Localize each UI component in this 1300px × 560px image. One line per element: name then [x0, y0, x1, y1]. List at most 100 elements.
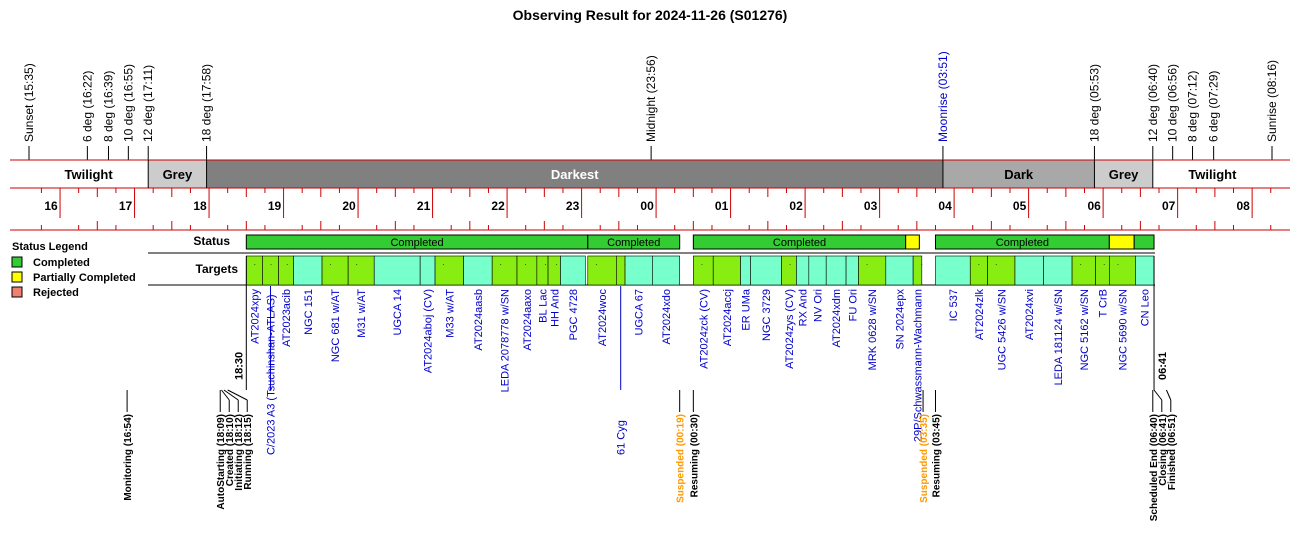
event-leader — [221, 389, 230, 401]
target-name-label: AT2024accj — [722, 289, 734, 346]
target-block — [624, 255, 653, 286]
target-mark: ˙ — [330, 263, 333, 273]
sky-band — [1152, 160, 1272, 188]
target-name-label: CN Leo — [1140, 289, 1152, 326]
chart-title: Observing Result for 2024-11-26 (S01276) — [513, 7, 788, 23]
target-block — [321, 255, 349, 286]
status-block-label: Completed — [996, 237, 1049, 249]
target-mark: ˙ — [921, 263, 924, 273]
legend-swatch — [11, 286, 23, 298]
sky-band — [942, 160, 1095, 188]
end-time-label: 06:41 — [1157, 352, 1169, 380]
event-label: Created (18:10) — [225, 414, 236, 486]
axis-tick-label: 22 — [491, 199, 505, 213]
event-label: Initiating (18:12) — [234, 414, 245, 491]
axis-tick-label: 19 — [268, 199, 282, 213]
target-block — [912, 255, 923, 286]
axis-tick-label: 23 — [566, 199, 580, 213]
target-mark: ˙ — [978, 263, 981, 273]
target-name-label: AT2024aaxo — [522, 289, 534, 351]
target-name-label: M31 w/AT — [356, 289, 368, 338]
axis-tick-label: 16 — [44, 199, 58, 213]
target-name-label: ER UMa — [740, 288, 752, 330]
target-name-label: PGC 4728 — [568, 289, 580, 340]
target-mark: ˙ — [866, 263, 869, 273]
target-name-label: UGC 5426 w/SN — [996, 289, 1008, 370]
twilight-label: 8 deg (16:39) — [101, 71, 115, 142]
target-block — [740, 255, 751, 286]
status-block — [1108, 234, 1135, 250]
event-label: Monitoring (16:54) — [123, 414, 134, 501]
axis-tick-label: 21 — [417, 199, 431, 213]
target-name-label: NGC 681 w/AT — [330, 289, 342, 362]
target-mark: ˙ — [556, 263, 559, 273]
sky-band — [148, 160, 207, 188]
event-leader — [1153, 389, 1163, 401]
target-name-label: 61 Cyg — [616, 420, 628, 455]
twilight-label: Sunrise (08:16) — [1265, 60, 1279, 142]
sky-band-label: Grey — [163, 167, 193, 182]
twilight-label: 12 deg (17:11) — [141, 65, 155, 142]
targets-row: Targets ˙ AT2024xpy ˙ C/2023 A3 (Tsuchinshan… — [148, 255, 1155, 455]
sky-band-label: Dark — [1004, 167, 1034, 182]
target-name-label: IC 537 — [948, 289, 960, 321]
target-block — [293, 255, 323, 286]
target-name-label: M33 w/AT — [444, 289, 456, 338]
axis-tick-label: 07 — [1162, 199, 1176, 213]
target-mark: ˙ — [995, 263, 998, 273]
sky-band — [1094, 160, 1153, 188]
target-block — [1043, 255, 1073, 286]
target-block — [750, 255, 782, 286]
status-row-label: Status — [193, 234, 230, 248]
axis-tick-label: 17 — [119, 199, 133, 213]
target-block — [796, 255, 810, 286]
twilight-label: 10 deg (16:55) — [121, 64, 135, 142]
target-name-label: AT2024xvi — [1024, 289, 1036, 340]
target-name-label: AT2024zys (CV) — [784, 289, 796, 369]
target-block — [434, 255, 464, 286]
axis-tick-label: 05 — [1013, 199, 1027, 213]
twilight-label: Moonrise (03:51) — [936, 51, 950, 142]
target-name-label: BL Lac — [537, 289, 549, 323]
twilight-label: 10 deg (06:56) — [1166, 64, 1180, 142]
target-block — [935, 255, 971, 286]
target-mark: ˙ — [595, 263, 598, 273]
axis-tick-label: 18 — [193, 199, 207, 213]
legend-swatch — [11, 271, 23, 283]
event-label: Resuming (00:30) — [689, 414, 700, 497]
target-name-label: NGC 151 — [303, 289, 315, 335]
target-mark: ˙ — [286, 263, 289, 273]
target-name-label: HH And — [549, 289, 561, 327]
sky-bands: Twilight Grey Darkest Dark Grey Twilight — [10, 159, 1290, 189]
target-name-label: AT2024aboj (CV) — [423, 289, 435, 373]
time-axis: 16 17 18 19 20 21 22 23 00 01 02 03 04 05 06 07 08 — [10, 188, 1290, 231]
event-label: Running (18:15) — [243, 414, 254, 490]
target-name-label: 29P/Schwassmann-Wachmann — [912, 289, 924, 442]
target-block — [1071, 255, 1096, 286]
target-name-label: LEDA 2078778 w/SN — [500, 289, 512, 392]
axis-tick-label: 06 — [1087, 199, 1101, 213]
target-name-label: AT2024zlk — [974, 289, 986, 341]
status-block — [1133, 234, 1155, 250]
target-mark: ˙ — [525, 263, 528, 273]
target-mark: ˙ — [356, 263, 359, 273]
target-name-label: LEDA 181124 w/SN — [1053, 289, 1065, 385]
legend-label: Rejected — [33, 287, 79, 299]
status-block-label: Completed — [773, 237, 826, 249]
target-name-label: NV Ori — [813, 289, 825, 322]
target-name-label: RX And — [798, 289, 810, 326]
target-name-label: UGCA 67 — [634, 289, 646, 335]
target-block — [1109, 255, 1136, 286]
target-name-label: C/2023 A3 (Tsuchinshan-ATLAS) — [266, 294, 278, 455]
twilight-label: 18 deg (17:58) — [200, 64, 214, 142]
target-name-label: NGC 5690 w/SN — [1117, 289, 1129, 370]
target-block — [712, 255, 741, 286]
status-legend: Status Legend Completed Partially Complete… — [11, 241, 136, 299]
axis-tick-label: 03 — [864, 199, 878, 213]
target-mark: ˙ — [254, 263, 257, 273]
target-mark: ˙ — [443, 263, 446, 273]
target-block — [987, 255, 1016, 286]
event-label: AutoStarting (18:09) — [216, 414, 227, 510]
target-name-label: AT2024xdo — [661, 289, 673, 344]
